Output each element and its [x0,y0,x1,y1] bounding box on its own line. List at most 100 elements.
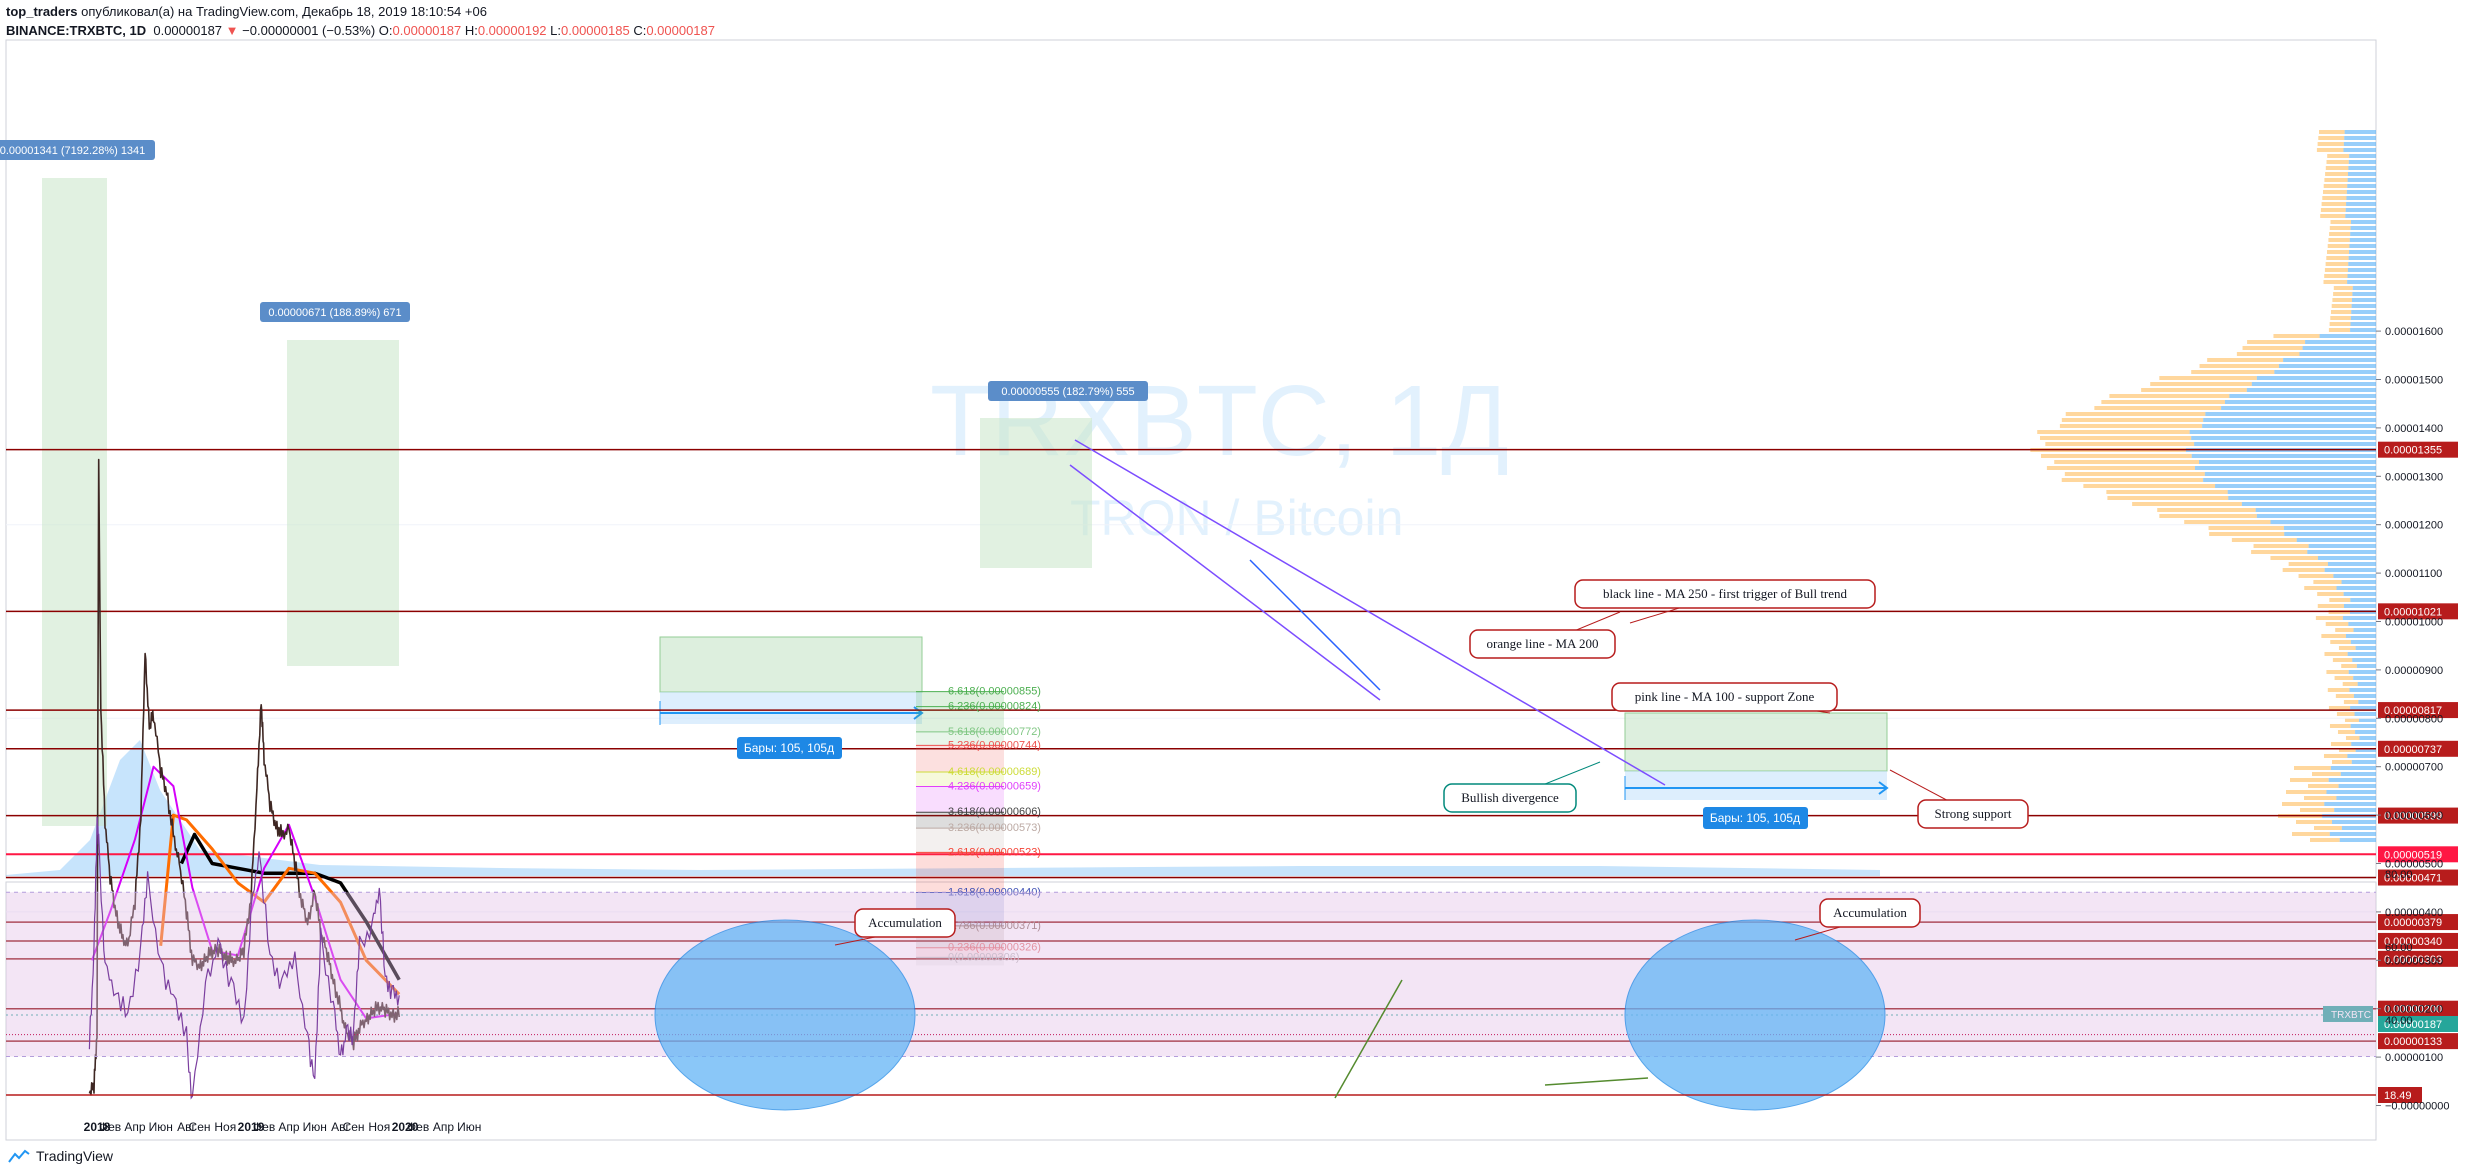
volume-profile-bar [2329,598,2351,602]
volume-profile-bar [2330,742,2352,746]
publish-line: top_traders опубликовал(а) на TradingVie… [6,2,715,21]
volume-profile-bar [2323,754,2348,758]
range-label-box [737,737,842,759]
callout-box [1574,579,1876,609]
volume-profile-bar [2351,304,2376,308]
volume-profile-bar [2325,622,2349,626]
volume-profile-bar [2351,760,2376,764]
volume-profile-bar [2065,412,2206,416]
volume-profile-bar [2040,454,2192,458]
volume-profile-bar [2350,640,2376,644]
volume-profile-bar [2343,700,2359,704]
publish-info: опубликовал(а) на TradingView.com, Декаб… [81,4,487,19]
rsi-pane[interactable] [5,881,2377,1141]
volume-profile-bar [2294,766,2331,770]
y-tick-label: −0.00000000 [2385,1101,2450,1113]
last-price-tag [2378,1015,2458,1032]
fib-band [916,947,1004,958]
axes: 0.00001600 0.00001500 0.00001400 0.00001300… [84,326,2450,1134]
volume-profile-bar [2354,712,2376,716]
price-pane[interactable] [5,39,2377,879]
volume-profile-bar [2326,790,2376,794]
volume-profile-bar [2335,694,2354,698]
volume-profile-bar [2199,460,2376,464]
volume-profile-bar [2350,220,2376,224]
volume-profile-bar [2304,796,2337,800]
volume-profile-bar [2332,820,2376,824]
volume-profile-bar [2059,424,2203,428]
annotations: 0.00001341 (7192.28%) 1341 0.00000671 (18… [0,140,2029,829]
volume-profile-bar [2317,556,2376,560]
chart-canvas[interactable]: TRXBTC, 1Д TRON / Bitcoin 0.000013550.00… [0,0,2468,1145]
callout-text: Bullish divergence [1461,790,1559,805]
volume-profile-bar [2159,376,2257,380]
volume-profile-bar [2319,130,2345,134]
fib-band [916,691,1004,707]
volume-profile-bar [2256,376,2376,380]
symbol-label[interactable]: BINANCE:TRXBTC, 1D [6,23,147,38]
volume-profile-bar [2327,688,2350,692]
volume-profile-bar [2355,730,2376,734]
volume-profile-bar [2335,628,2354,632]
volume-profile-bar [2203,418,2376,422]
volume-profile-bar [2229,394,2376,398]
volume-profile-bar [2308,784,2339,788]
volume-profile-bar [2256,514,2376,518]
x-tick-label: Июн [149,1120,173,1134]
volume-profile-bar [2316,148,2344,152]
volume-profile-bar [2330,220,2351,224]
accumulation-zone [654,919,916,1111]
level-tag-label: 0.00001021 [2384,606,2442,618]
volume-profile-bar [2270,520,2376,524]
trend-line [1249,559,1381,691]
x-tick-label: 2018 [84,1120,111,1134]
volume-profile-bar [2352,658,2376,662]
level-tag-label: 0.00000737 [2384,744,2442,756]
y-tick-label: 0.00001500 [2385,375,2443,387]
footer: TradingView [8,1148,113,1164]
volume-profile-bar [2330,766,2376,770]
fib-band [916,706,1004,732]
volume-profile-bar [2338,784,2376,788]
callout-text: Accumulation [1833,905,1907,920]
callout-text: Accumulation [868,915,942,930]
fib-band [916,786,1004,813]
volume-profile-bar [2204,472,2376,476]
moving-averages [90,765,401,1020]
author-name[interactable]: top_traders [6,4,78,19]
footer-brand[interactable]: TradingView [36,1148,114,1164]
volume-profile-bar [2349,154,2376,158]
volume-profile-bar [2348,160,2376,164]
volume-profile-bar [2061,418,2204,422]
volume-profile-bar [2329,226,2351,230]
fib-band [916,828,1004,853]
volume-profile-bar [2350,226,2376,230]
range-label: Бары: 105, 105д [744,741,834,755]
open-value: 0.00000187 [392,23,462,38]
x-tick-label: Июн [457,1120,481,1134]
measure-box [42,178,107,826]
volume-profile-bar [2323,184,2348,188]
callout-pointer [1794,926,1841,941]
level-tag [2378,950,2458,967]
ma-line-250 [179,832,401,981]
ohlc-line: BINANCE:TRXBTC, 1D 0.00000187 ▼ −0.00000… [6,21,715,40]
volume-profile-bar [2348,172,2376,176]
volume-profile-bar [2343,604,2376,608]
volume-profile-bar [2308,544,2376,548]
volume-profile-bar [2348,262,2376,266]
volume-profile-bar [2299,352,2376,356]
volume-profile-bar [2345,208,2376,212]
volume-profile-bar [2337,730,2356,734]
volume-profile-bar [2307,550,2376,554]
volume-profile-bar [2283,526,2376,530]
volume-profile-bar [2350,322,2376,326]
level-tag-label: 0.00000599 [2384,811,2442,823]
volume-profile-bar [2313,580,2342,584]
x-tick-label: Апр [278,1120,300,1134]
callout-pointer [834,936,876,946]
tradingview-logo-icon [8,1149,30,1163]
volume-profile-bar [2318,136,2345,140]
y-tick-label: 0.00000100 [2385,1052,2443,1064]
volume-profile-bar [2141,388,2247,392]
